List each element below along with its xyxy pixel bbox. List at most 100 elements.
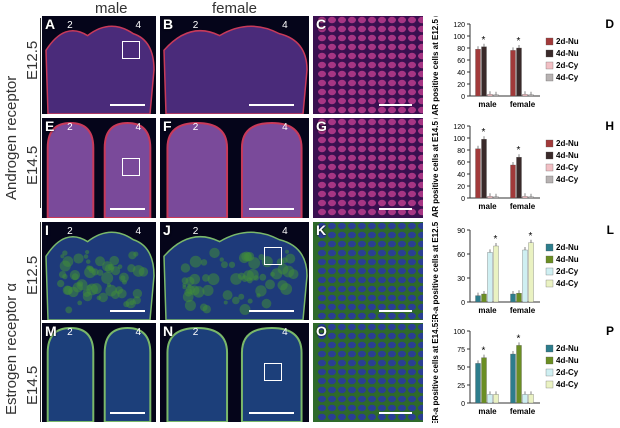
digit-label: 2 (193, 226, 199, 237)
panel-b: B 2 4 (160, 16, 309, 114)
label-er-stage-e145: E14.5 (24, 366, 41, 405)
scale-bar (379, 208, 412, 210)
bar-chart-l: ER-a positive cells at E12.5 (%) 0 30 60 90 *… (428, 222, 618, 322)
x-category-label: male (478, 407, 497, 416)
panel-e: E24 (42, 118, 156, 218)
panel-letter: B (163, 16, 173, 32)
legend-swatch (546, 50, 553, 57)
scale-bar (110, 208, 144, 210)
legend-swatch (546, 369, 553, 376)
panel-k: K (313, 222, 423, 320)
y-tick-label: 40 (457, 172, 465, 179)
y-tick-label: 0 (461, 196, 465, 203)
x-category-label: female (510, 407, 536, 416)
panel-letter: M (45, 323, 57, 339)
scale-bar (249, 412, 294, 414)
bar-4d-nu-male (482, 294, 487, 302)
x-category-label: male (478, 100, 497, 109)
y-tick-label: 0 (461, 94, 465, 101)
legend-swatch (546, 357, 553, 364)
significance-star: * (517, 145, 521, 156)
significance-star: * (482, 35, 486, 46)
significance-star: * (494, 234, 498, 245)
significance-star: * (482, 346, 486, 357)
header-male: male (95, 0, 128, 17)
y-axis-label: ER-a positive cells at E12.5 (%) (431, 222, 440, 322)
bar-2d-nu-female (511, 294, 516, 302)
roi-box (264, 363, 282, 381)
y-axis-label: AR positive cells at E14.5 (%) (431, 118, 440, 218)
bar-2d-nu-male (476, 363, 481, 403)
legend-label: 4d-Nu (556, 49, 579, 58)
bar-4d-cy-male (494, 95, 499, 96)
panel-a: A24 (42, 16, 156, 114)
panel-letter: F (163, 118, 172, 134)
bar-4d-nu-female (517, 345, 522, 403)
bar-2d-nu-male (476, 296, 481, 302)
legend-swatch (546, 164, 553, 171)
legend-label: 2d-Nu (556, 37, 579, 46)
scale-bar (379, 310, 412, 312)
panel-g: G (313, 118, 423, 218)
legend-label: 2d-Cy (556, 61, 579, 70)
digit-label: 2 (67, 226, 73, 237)
legend-label: 4d-Cy (556, 73, 579, 82)
bar-4d-nu-male (482, 358, 487, 403)
legend-swatch (546, 381, 553, 388)
legend-label: 4d-Cy (556, 279, 579, 288)
legend-label: 2d-Nu (556, 243, 579, 252)
y-tick-label: 60 (457, 252, 465, 259)
bar-2d-nu-male (476, 49, 481, 96)
y-tick-label: 90 (457, 228, 465, 235)
legend-swatch (546, 280, 553, 287)
x-category-label: female (510, 306, 536, 315)
micrograph-c (313, 16, 423, 114)
y-tick-label: 20 (457, 82, 465, 89)
digit-label: 4 (282, 226, 288, 237)
bar-chart-p: ER-a positive cells at E14.5 (%) 0 25 50 75 1… (428, 323, 618, 423)
digit-label: 4 (135, 327, 141, 338)
digit-label: 4 (282, 122, 288, 133)
legend-swatch (546, 176, 553, 183)
scale-bar (379, 104, 412, 106)
bar-chart-h: AR positive cells at E14.5 (%) 0 20 40 60 80 1… (428, 118, 618, 218)
bar-2d-cy-female (523, 94, 528, 96)
chart-letter: D (605, 17, 614, 31)
x-category-label: male (478, 202, 497, 211)
legend-label: 2d-Cy (556, 368, 579, 377)
legend-label: 4d-Nu (556, 356, 579, 365)
legend-label: 2d-Nu (556, 344, 579, 353)
y-tick-label: 75 (457, 347, 465, 354)
legend-label: 4d-Cy (556, 380, 579, 389)
label-ar-stage-e125: E12.5 (24, 41, 41, 80)
y-tick-label: 50 (457, 365, 465, 372)
panel-letter: J (163, 222, 171, 238)
y-tick-label: 0 (461, 300, 465, 307)
significance-star: * (482, 127, 486, 138)
roi-box (122, 158, 140, 176)
micrograph-g (313, 118, 423, 218)
bar-2d-nu-male (476, 149, 481, 198)
bar-2d-cy-male (488, 94, 493, 96)
panel-letter: A (45, 16, 55, 32)
legend-label: 4d-Nu (556, 151, 579, 160)
y-tick-label: 100 (453, 136, 465, 143)
y-tick-label: 80 (457, 148, 465, 155)
roi-box (264, 247, 282, 265)
bar-4d-nu-male (482, 47, 487, 96)
legend-label: 2d-Nu (556, 139, 579, 148)
legend-label: 2d-Cy (556, 163, 579, 172)
panel-o: O (313, 323, 423, 422)
panel-letter: N (163, 323, 173, 339)
chart-letter: P (606, 324, 614, 338)
micrograph-o (313, 323, 423, 422)
divider-ar (40, 18, 41, 208)
bar-4d-cy-female (529, 197, 534, 198)
panel-i: I 2 4 (42, 222, 156, 320)
legend-swatch (546, 268, 553, 275)
y-tick-label: 60 (457, 58, 465, 65)
scale-bar (249, 208, 294, 210)
significance-star: * (517, 333, 521, 344)
bar-4d-cy-male (494, 197, 499, 198)
y-tick-label: 0 (461, 401, 465, 408)
